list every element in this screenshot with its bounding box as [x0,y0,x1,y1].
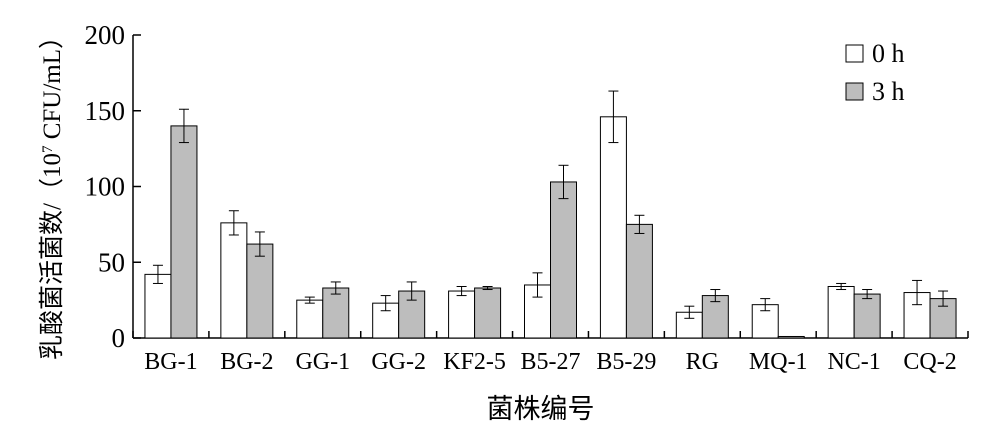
x-axis-label: 菌株编号 [487,394,595,424]
bar-3h-RG [701,295,729,339]
bar-3h-B5-29 [625,223,653,339]
x-tick-label: KF2-5 [443,349,506,375]
y-tick-label: 200 [85,20,126,50]
x-tick-label: B5-27 [521,349,581,375]
x-tick-label: BG-1 [144,349,197,375]
x-tick-label: GG-1 [295,349,350,375]
y-axis-label-suffix: CFU/mL） [38,24,66,146]
y-tick-label: 150 [85,96,126,126]
y-tick-label: 100 [85,172,126,202]
legend-swatch-3h [845,82,864,101]
bar-0h-NC-1 [827,285,855,339]
y-axis-label-prefix: 乳酸菌活菌数/（10 [38,153,66,360]
x-tick-label: NC-1 [827,349,880,375]
legend-label-0h: 0 h [872,39,905,68]
bar-3h-GG-1 [322,287,350,339]
y-tick-label: 0 [112,323,126,353]
bar-3h-KF2-5 [474,287,502,339]
bar-3h-BG-1 [170,125,198,339]
bar-0h-KF2-5 [448,290,476,339]
legend-swatch-0h [845,44,864,63]
x-tick-label: CQ-2 [903,349,956,375]
x-tick-label: MQ-1 [749,349,808,375]
bar-3h-NC-1 [853,293,881,339]
y-tick-label: 50 [98,247,125,277]
x-tick-label: BG-2 [220,349,273,375]
y-axis-label: 乳酸菌活菌数/（107 CFU/mL） [38,24,66,360]
bar-0h-B5-29 [599,116,627,339]
bar-3h-MQ-1 [777,335,805,339]
legend-label-3h: 3 h [872,77,905,106]
x-tick-label: RG [686,349,719,375]
bar-3h-B5-27 [550,181,577,339]
y-axis-label-sup: 7 [40,145,56,153]
bar-3h-BG-2 [246,243,274,339]
x-tick-label: GG-2 [371,349,426,375]
bar-0h-GG-1 [296,299,324,339]
bar-0h-BG-2 [220,222,248,339]
x-tick-label: B5-29 [596,349,656,375]
